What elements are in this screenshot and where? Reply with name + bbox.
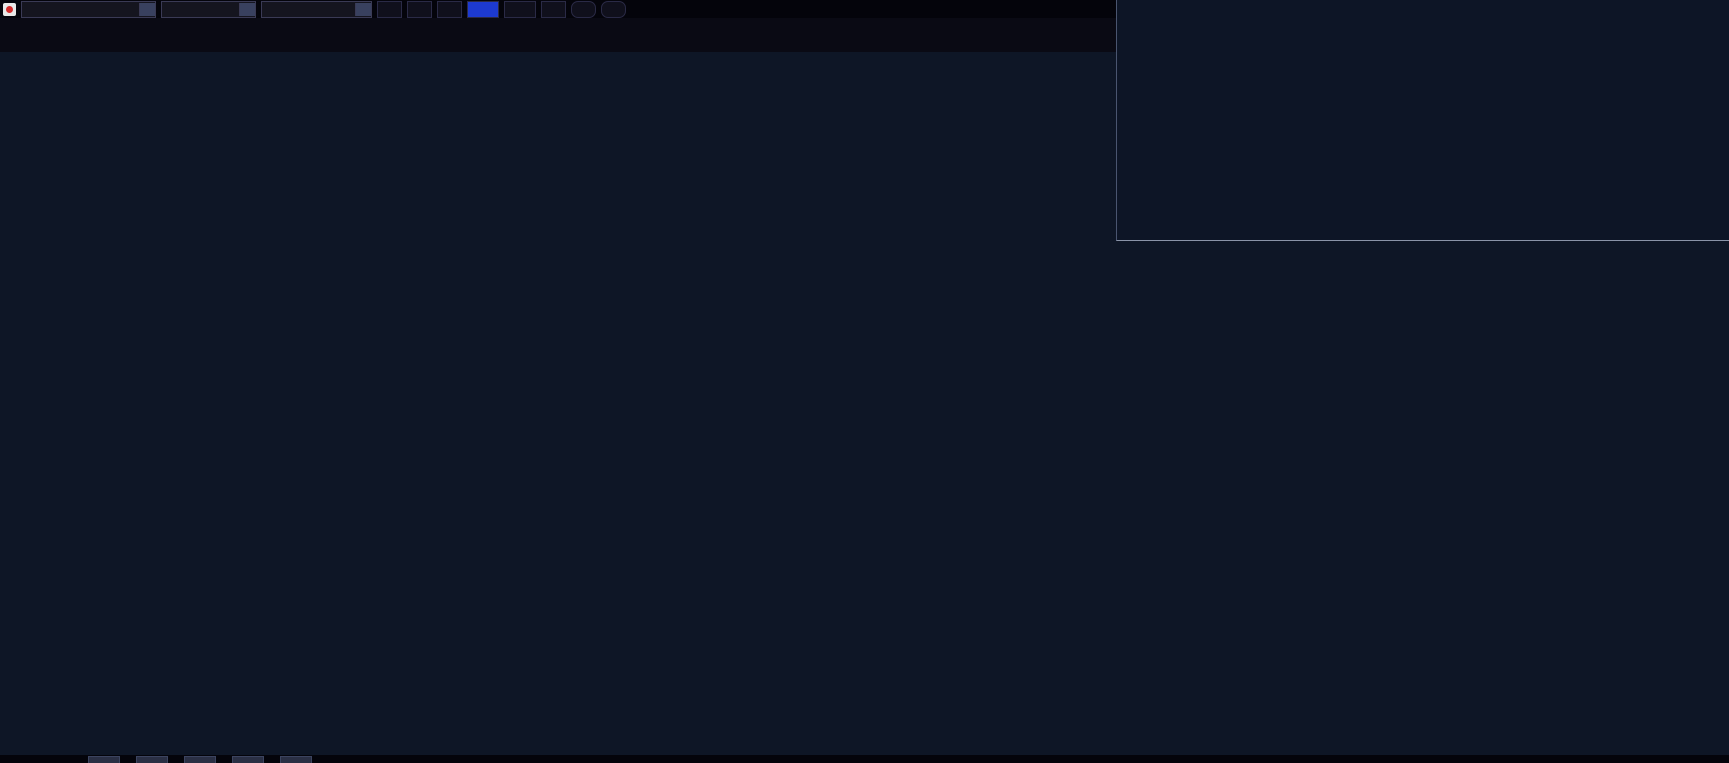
ask-button[interactable] [504, 0, 536, 18]
bottom-toolbar-button[interactable] [280, 756, 312, 763]
bottom-toolbar-button[interactable] [136, 756, 168, 763]
bottom-toolbar-button[interactable] [88, 756, 120, 763]
chevron-down-icon[interactable] [139, 2, 155, 16]
bottom-toolbar [0, 755, 1729, 763]
bottom-toolbar-button[interactable] [232, 756, 264, 763]
chart-icon[interactable] [437, 0, 462, 18]
chevron-down-icon[interactable] [355, 2, 371, 16]
chevron-down-icon[interactable] [239, 2, 255, 16]
zoom-one-icon[interactable] [601, 0, 626, 18]
zoom-in-icon[interactable] [571, 0, 596, 18]
bid-button[interactable] [467, 0, 499, 18]
bottom-toolbar-button[interactable] [184, 756, 216, 763]
pair-select[interactable] [21, 0, 156, 18]
info-icon[interactable] [407, 0, 432, 18]
pair-flag-icon [3, 2, 16, 16]
technical-select[interactable] [261, 0, 372, 18]
timeframe-select[interactable] [161, 0, 256, 18]
inset-chart-window[interactable] [1116, 0, 1729, 241]
pencil-icon[interactable] [377, 0, 402, 18]
wave-icon[interactable] [541, 0, 566, 18]
